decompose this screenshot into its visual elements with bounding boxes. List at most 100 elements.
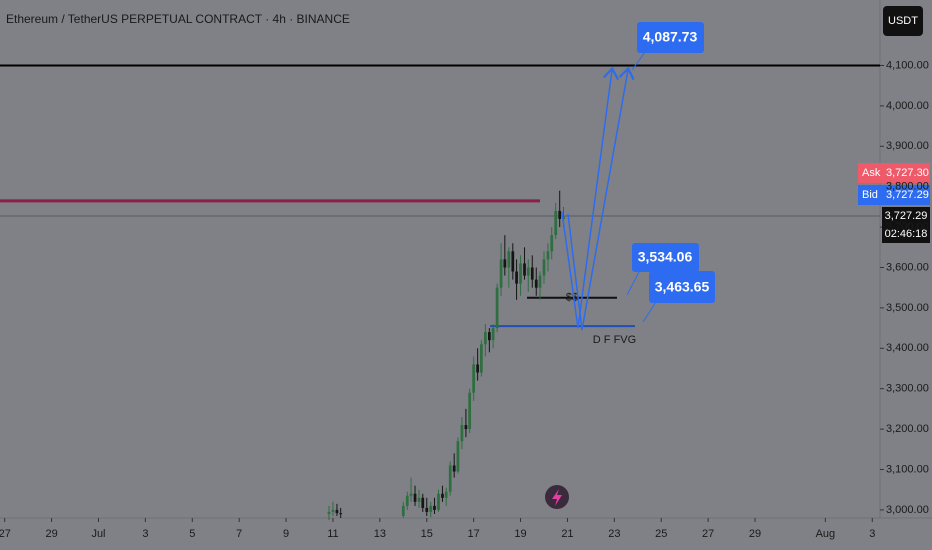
candle-body bbox=[507, 251, 511, 268]
candle-body bbox=[526, 267, 530, 276]
y-tick-label: 3,400.00 bbox=[886, 342, 929, 354]
candle-body bbox=[538, 275, 542, 288]
candle-body bbox=[491, 328, 495, 341]
candle-body bbox=[546, 251, 550, 260]
candle-body bbox=[476, 364, 480, 373]
x-tick-label: 5 bbox=[189, 528, 195, 540]
candle-body bbox=[452, 465, 456, 472]
x-tick-label: 29 bbox=[45, 528, 57, 540]
candle-body bbox=[456, 441, 460, 472]
candle-body bbox=[327, 511, 331, 514]
x-tick-label: 29 bbox=[749, 528, 761, 540]
candle-body bbox=[480, 344, 483, 373]
candle-body bbox=[421, 497, 425, 508]
ask-tag bbox=[858, 163, 930, 183]
bid-price: 3,727.29 bbox=[886, 189, 929, 201]
candle-body bbox=[460, 425, 464, 442]
x-tick-label: 9 bbox=[283, 528, 289, 540]
candle-body bbox=[503, 259, 507, 268]
candle-body bbox=[542, 259, 546, 276]
candle-body bbox=[468, 392, 472, 430]
x-tick-label: 27 bbox=[702, 528, 714, 540]
callout-box bbox=[637, 22, 704, 53]
candle-body bbox=[401, 505, 405, 516]
callout-box bbox=[632, 243, 699, 272]
candle-body bbox=[487, 332, 491, 341]
x-tick-label: 7 bbox=[236, 528, 242, 540]
candle-body bbox=[425, 507, 429, 512]
candle-body bbox=[499, 259, 503, 288]
y-tick-label: 4,100.00 bbox=[886, 59, 929, 71]
event-icon-bolt[interactable] bbox=[552, 489, 562, 506]
candle-body bbox=[405, 495, 409, 506]
y-tick-label: 3,800.00 bbox=[886, 181, 929, 193]
x-tick-label: 25 bbox=[655, 528, 667, 540]
x-tick-label: 3 bbox=[869, 528, 875, 540]
y-tick-label: 3,900.00 bbox=[886, 140, 929, 152]
x-tick-label: Jul bbox=[91, 528, 105, 540]
x-tick-label: 17 bbox=[468, 528, 480, 540]
callout-text: 3,534.06 bbox=[638, 249, 693, 265]
currency-button[interactable] bbox=[883, 6, 923, 36]
candle-body bbox=[519, 263, 522, 284]
level-label: $$ bbox=[566, 292, 578, 304]
candle-body bbox=[335, 509, 339, 514]
candle-body bbox=[554, 210, 558, 236]
candle-body bbox=[441, 493, 444, 498]
ask-price: 3,727.30 bbox=[886, 167, 929, 179]
currency-label[interactable]: USDT bbox=[888, 15, 918, 27]
x-tick-label: 3 bbox=[142, 528, 148, 540]
candle-body bbox=[448, 465, 452, 492]
candle-body bbox=[472, 364, 476, 393]
y-tick-label: 3,700.00 bbox=[886, 221, 929, 233]
bid-label: Bid bbox=[862, 189, 878, 201]
bid-tag bbox=[858, 185, 930, 205]
callout-connector bbox=[631, 51, 646, 71]
x-tick-label: 21 bbox=[561, 528, 573, 540]
projection-arrow bbox=[561, 70, 612, 329]
level-label: D F FVG bbox=[593, 334, 636, 346]
candle-body bbox=[558, 210, 562, 219]
x-tick-label: 23 bbox=[608, 528, 620, 540]
chart-title: Ethereum / TetherUS PERPETUAL CONTRACT ·… bbox=[6, 12, 350, 26]
candle-body bbox=[433, 505, 436, 510]
plot-area: $$ D F FVG bbox=[0, 64, 884, 522]
candle-body bbox=[523, 263, 526, 276]
x-tick-label: 11 bbox=[327, 528, 338, 540]
candle-body bbox=[437, 493, 440, 510]
callout-box bbox=[649, 271, 715, 303]
candle-body bbox=[550, 235, 554, 252]
candle-body bbox=[495, 287, 499, 329]
candle-body bbox=[515, 271, 518, 284]
x-tick-label: Aug bbox=[816, 528, 836, 540]
x-tick-label: 27 bbox=[0, 528, 11, 540]
candle-body bbox=[429, 505, 433, 512]
last-price-tag bbox=[882, 207, 930, 243]
candle-body bbox=[331, 509, 335, 512]
y-tick-label: 3,200.00 bbox=[886, 423, 929, 435]
candle-body bbox=[339, 513, 343, 515]
y-tick-label: 3,100.00 bbox=[886, 463, 929, 475]
ask-label: Ask bbox=[862, 167, 881, 179]
candle-body bbox=[534, 279, 538, 288]
x-tick-label: 19 bbox=[514, 528, 526, 540]
y-tick-label: 3,600.00 bbox=[886, 261, 929, 273]
callout-connector bbox=[626, 269, 641, 296]
countdown: 02:46:18 bbox=[885, 228, 928, 240]
callout-text: 4,087.73 bbox=[643, 29, 698, 45]
y-tick-label: 4,000.00 bbox=[886, 100, 929, 112]
projection-arrow bbox=[567, 70, 628, 331]
candle-body bbox=[413, 493, 417, 502]
x-tick-label: 15 bbox=[421, 528, 433, 540]
callout-text: 3,463.65 bbox=[655, 279, 710, 295]
candle-body bbox=[530, 267, 534, 280]
candle-body bbox=[417, 497, 421, 502]
candle-body bbox=[444, 491, 448, 498]
candle-body bbox=[464, 425, 468, 430]
candle-body bbox=[484, 332, 487, 345]
callout-connector bbox=[642, 301, 657, 323]
y-tick-label: 3,500.00 bbox=[886, 302, 929, 314]
y-tick-label: 3,000.00 bbox=[886, 504, 929, 516]
